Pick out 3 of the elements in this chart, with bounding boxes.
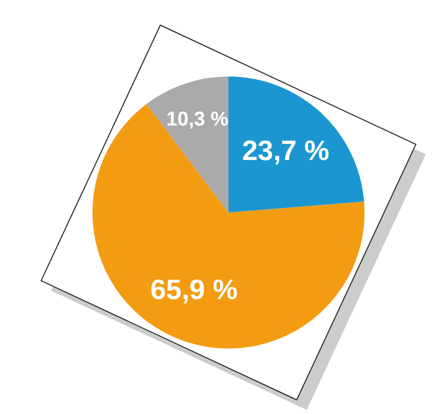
data-label: 10,3 %	[166, 108, 229, 131]
data-label: 65,9 %	[150, 274, 238, 305]
data-label: 23,7 %	[242, 135, 330, 166]
